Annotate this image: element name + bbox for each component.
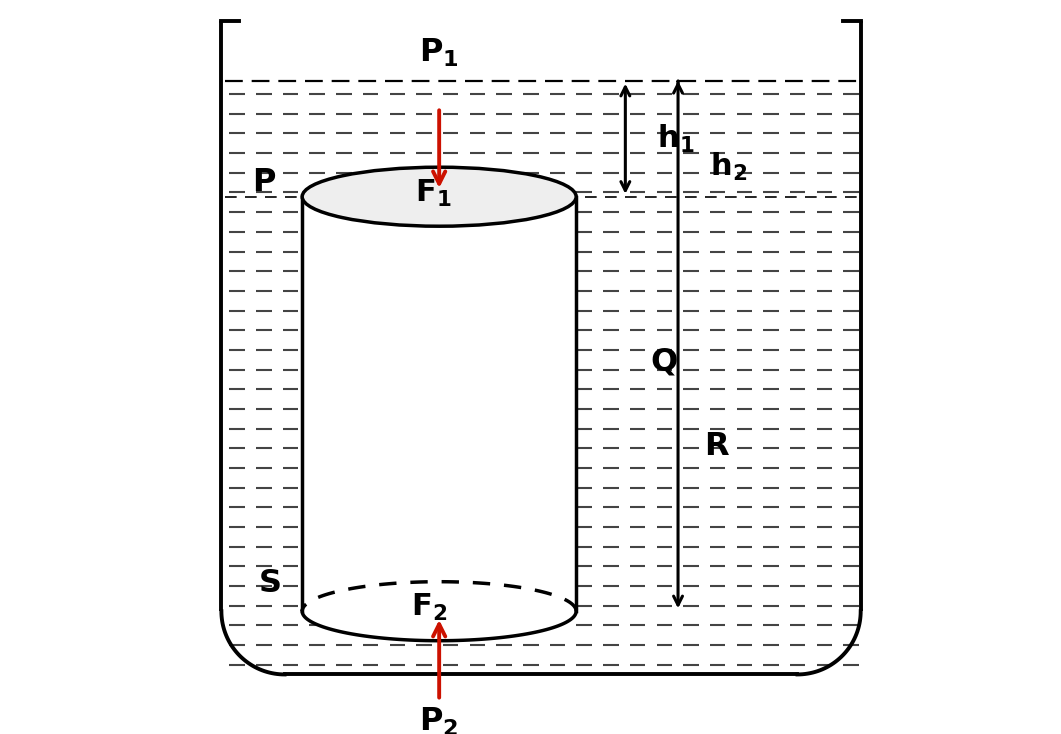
Text: $\mathbf{h_1}$: $\mathbf{h_1}$ <box>657 123 694 155</box>
Ellipse shape <box>302 167 576 226</box>
Text: S: S <box>259 567 282 599</box>
Text: $\mathbf{P_1}$: $\mathbf{P_1}$ <box>419 37 459 69</box>
Ellipse shape <box>302 582 576 641</box>
Text: $\mathbf{h_2}$: $\mathbf{h_2}$ <box>710 150 747 183</box>
Polygon shape <box>302 197 576 611</box>
Text: $\mathbf{P_2}$: $\mathbf{P_2}$ <box>419 705 458 734</box>
Text: P: P <box>251 167 275 198</box>
Text: $\mathbf{F_1}$: $\mathbf{F_1}$ <box>415 178 451 208</box>
Text: R: R <box>705 431 729 462</box>
Text: Q: Q <box>650 346 678 377</box>
Text: $\mathbf{F_2}$: $\mathbf{F_2}$ <box>411 592 448 623</box>
